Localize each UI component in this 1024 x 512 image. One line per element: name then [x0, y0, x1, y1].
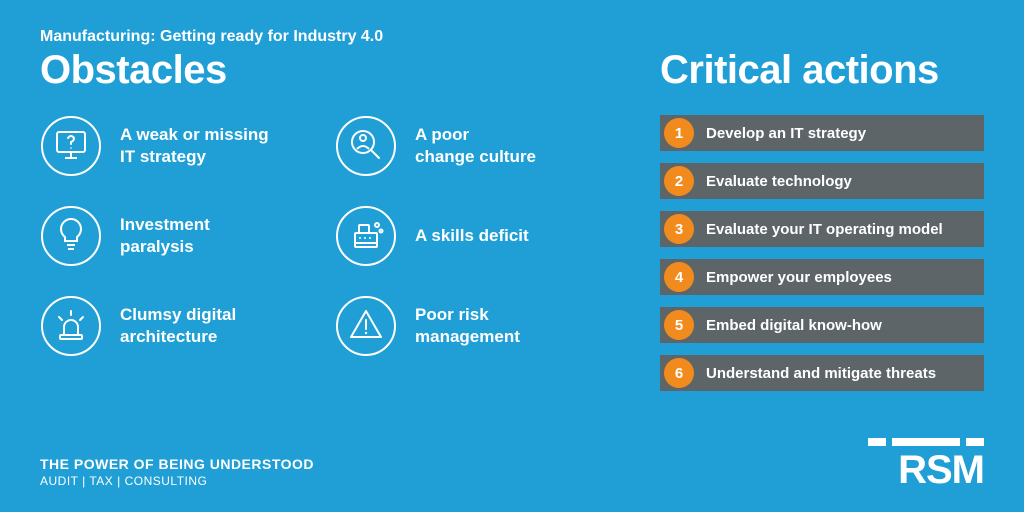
obstacle-label-line2: architecture	[120, 327, 217, 346]
cash-register-icon	[335, 205, 397, 267]
action-label: Evaluate technology	[706, 173, 852, 190]
lightbulb-icon	[40, 205, 102, 267]
monitor-question-icon	[40, 115, 102, 177]
action-label: Develop an IT strategy	[706, 125, 866, 142]
action-label: Understand and mitigate threats	[706, 365, 936, 382]
infographic-page: Manufacturing: Getting ready for Industr…	[0, 0, 1024, 512]
obstacle-item: Clumsy digital architecture	[40, 295, 305, 357]
logo-bar	[966, 438, 984, 446]
action-row: 1 Develop an IT strategy	[660, 115, 984, 151]
obstacle-label-line2: management	[415, 327, 520, 346]
action-row: 3 Evaluate your IT operating model	[660, 211, 984, 247]
action-number: 6	[664, 358, 694, 388]
tagline: THE POWER OF BEING UNDERSTOOD	[40, 456, 314, 472]
obstacle-item: Investment paralysis	[40, 205, 305, 267]
actions-title: Critical actions	[660, 48, 984, 93]
action-row: 4 Empower your employees	[660, 259, 984, 295]
obstacle-label-line1: A weak or missing	[120, 125, 269, 144]
obstacles-grid: A weak or missing IT strategy	[40, 115, 600, 357]
obstacle-label-line2: paralysis	[120, 237, 194, 256]
warning-icon	[335, 295, 397, 357]
action-number: 2	[664, 166, 694, 196]
obstacle-label: A poor change culture	[415, 124, 536, 168]
obstacle-label: A weak or missing IT strategy	[120, 124, 269, 168]
eyebrow-text: Manufacturing: Getting ready for Industr…	[40, 28, 984, 46]
actions-list: 1 Develop an IT strategy 2 Evaluate tech…	[660, 115, 984, 391]
obstacle-label-line1: A skills deficit	[415, 226, 529, 245]
action-number: 5	[664, 310, 694, 340]
action-label: Empower your employees	[706, 269, 892, 286]
obstacle-label-line2: change culture	[415, 147, 536, 166]
logo-block: RSM	[868, 438, 984, 490]
obstacle-label: A skills deficit	[415, 225, 529, 247]
obstacles-column: Obstacles A weak or m	[40, 48, 600, 391]
logo-text: RSM	[868, 450, 984, 490]
logo-bar	[868, 438, 886, 446]
obstacle-label-line1: Investment	[120, 215, 210, 234]
action-row: 5 Embed digital know-how	[660, 307, 984, 343]
services-line: AUDIT | TAX | CONSULTING	[40, 474, 314, 488]
two-column-layout: Obstacles A weak or m	[40, 48, 984, 391]
obstacle-label-line2: IT strategy	[120, 147, 206, 166]
action-row: 2 Evaluate technology	[660, 163, 984, 199]
obstacle-label-line1: Clumsy digital	[120, 305, 236, 324]
obstacles-title: Obstacles	[40, 48, 600, 93]
obstacle-label-line1: Poor risk	[415, 305, 489, 324]
action-number: 4	[664, 262, 694, 292]
action-number: 3	[664, 214, 694, 244]
action-row: 6 Understand and mitigate threats	[660, 355, 984, 391]
obstacle-label: Investment paralysis	[120, 214, 210, 258]
obstacle-label: Poor risk management	[415, 304, 520, 348]
logo-bars	[868, 438, 984, 446]
obstacle-item: A poor change culture	[335, 115, 600, 177]
obstacle-item: Poor risk management	[335, 295, 600, 357]
action-label: Embed digital know-how	[706, 317, 882, 334]
logo-bar	[892, 438, 960, 446]
siren-icon	[40, 295, 102, 357]
action-label: Evaluate your IT operating model	[706, 221, 943, 238]
obstacle-item: A weak or missing IT strategy	[40, 115, 305, 177]
magnify-person-icon	[335, 115, 397, 177]
footer: THE POWER OF BEING UNDERSTOOD AUDIT | TA…	[40, 456, 314, 488]
obstacle-label-line1: A poor	[415, 125, 469, 144]
action-number: 1	[664, 118, 694, 148]
actions-column: Critical actions 1 Develop an IT strateg…	[660, 48, 984, 391]
obstacle-label: Clumsy digital architecture	[120, 304, 236, 348]
obstacle-item: A skills deficit	[335, 205, 600, 267]
